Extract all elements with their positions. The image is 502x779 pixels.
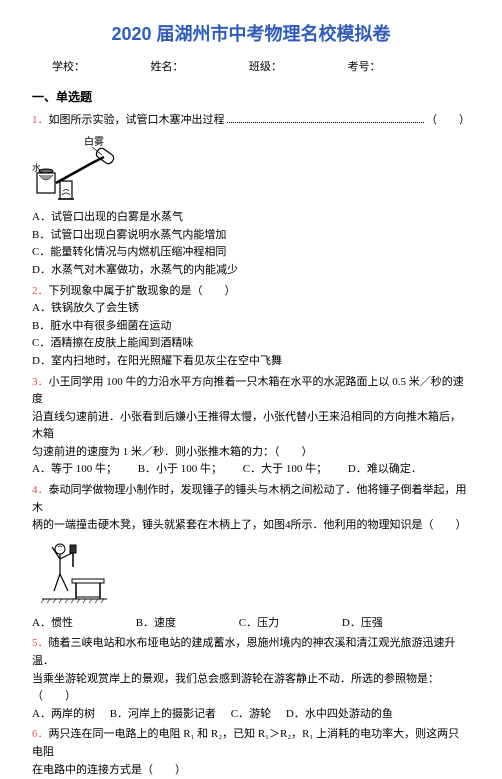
q3-number: 3．	[32, 376, 49, 388]
question-4: 4．泰动同学做物理小制作时，发现锤子的锤头与木柄之间松动了．他将锤子倒着举起，用…	[32, 482, 470, 632]
q6-line2: 在电路中的连接方式是（ ）	[32, 762, 470, 779]
q2-option-a: A．铁锅放久了会生锈	[32, 300, 470, 318]
q2-option-b: B．脏水中有很多细菌在运动	[32, 318, 470, 336]
q3-option-a: A．等于 100 牛；	[32, 461, 117, 479]
q3-line3: 匀速前进的速度为 1 米／秒．则小张推木箱的力：（ ）	[32, 444, 470, 462]
q4-option-a: A．惯性	[32, 615, 73, 633]
q4-line1: 泰动同学做物理小制作时，发现锤子的锤头与木柄之间松动了．他将锤子倒着举起，用木	[32, 484, 467, 514]
q3-options: A．等于 100 牛； B．小于 100 牛； C．大于 100 牛； D．难以…	[32, 461, 470, 479]
q1-option-d: D．水蒸气对木塞做功，水蒸气的内能减少	[32, 262, 470, 280]
q1-figure: 白雾 水	[32, 133, 470, 203]
q2-stem: 下列现象中属于扩散现象的是（ ）	[49, 285, 236, 297]
q1-option-b: B．试管口出现白雾说明水蒸气内能增加	[32, 227, 470, 245]
q1-paren: （ ）	[426, 112, 470, 130]
q5-option-c: C．游轮	[231, 706, 271, 724]
q4-line2: 柄的一端撞击硬木凳，锤头就紧套在木柄上了，如图4所示．他利用的物理知识是（ ）	[32, 517, 470, 535]
q5-line1: 随着三峡电站和水布垭电站的建成蓄水，恩施州境内的神农溪和清江观光旅游迅速升温．	[32, 637, 456, 667]
q4-option-d: D．压强	[342, 615, 383, 633]
q5-options: A．两岸的树 B．河岸上的摄影记者 C．游轮 D．水中四处游动的鱼	[32, 706, 470, 724]
q4-options: A．惯性 B．速度 C．压力 D．压强	[32, 615, 470, 633]
q4-option-b: B．速度	[136, 615, 176, 633]
question-2: 2．下列现象中属于扩散现象的是（ ） A．铁锅放久了会生锈 B．脏水中有很多细菌…	[32, 283, 470, 371]
section-header: 一、单选题	[32, 88, 470, 107]
svg-text:水: 水	[32, 162, 41, 173]
q1-number: 1．	[32, 112, 49, 130]
q2-option-d: D．室内扫地时，在阳光照耀下看见灰尘在空中飞舞	[32, 353, 470, 371]
q1-stem: 如图所示实验，试管口木塞冲出过程	[49, 112, 225, 130]
q3-line1: 小王同学用 100 牛的力沿水平方向推着一只木箱在水平的水泥路面上以 0.5 米…	[32, 376, 464, 406]
question-1: 1． 如图所示实验，试管口木塞冲出过程 （ ） 白雾 水 A．试管口出现的白雾是…	[32, 112, 470, 280]
q5-option-d: D．水中四处游动的鱼	[286, 706, 393, 724]
class-label: 班级：	[249, 59, 282, 77]
q4-figure	[32, 539, 470, 609]
question-3: 3．小王同学用 100 牛的力沿水平方向推着一只木箱在水平的水泥路面上以 0.5…	[32, 374, 470, 480]
examno-label: 考号：	[348, 59, 381, 77]
q5-line2: 当乘坐游轮观赏岸上的景观，我们总会感到游轮在游客静止不动．所选的参照物是：（ ）	[32, 671, 470, 706]
q3-option-c: C．大于 100 牛；	[243, 461, 327, 479]
q3-option-b: B．小于 100 牛；	[138, 461, 222, 479]
q5-number: 5．	[32, 637, 49, 649]
q4-number: 4．	[32, 484, 49, 496]
question-6: 6．两只连在同一电路上的电阻 R₁ 和 R₂，已知 R₁＞R₂，R₁ 上消耗的电…	[32, 726, 470, 779]
q2-option-c: C．酒精擦在皮肤上能闻到酒精味	[32, 335, 470, 353]
q5-option-a: A．两岸的树	[32, 706, 95, 724]
leader-dots	[227, 122, 425, 123]
q3-line2: 沿直线匀速前进．小张看到后嫌小王推得太慢，小张代替小王来沿相同的方向推木箱后，木…	[32, 409, 470, 444]
q1-option-c: C．能量转化情况与内燃机压缩冲程相同	[32, 244, 470, 262]
q6-line1: 两只连在同一电路上的电阻 R₁ 和 R₂，已知 R₁＞R₂，R₁ 上消耗的电功率…	[32, 728, 459, 758]
info-line: 学校： 姓名： 班级： 考号：	[32, 59, 470, 77]
school-label: 学校：	[52, 59, 85, 77]
q4-option-c: C．压力	[239, 615, 279, 633]
q6-number: 6．	[32, 728, 49, 740]
q1-option-a: A．试管口出现的白雾是水蒸气	[32, 209, 470, 227]
fig1-label: 白雾	[84, 135, 104, 148]
q2-number: 2．	[32, 285, 49, 297]
q3-option-d: D．难以确定．	[348, 461, 422, 479]
name-label: 姓名：	[151, 59, 184, 77]
q5-option-b: B．河岸上的摄影记者	[110, 706, 216, 724]
page-title: 2020 届湖州市中考物理名校模拟卷	[32, 20, 470, 49]
